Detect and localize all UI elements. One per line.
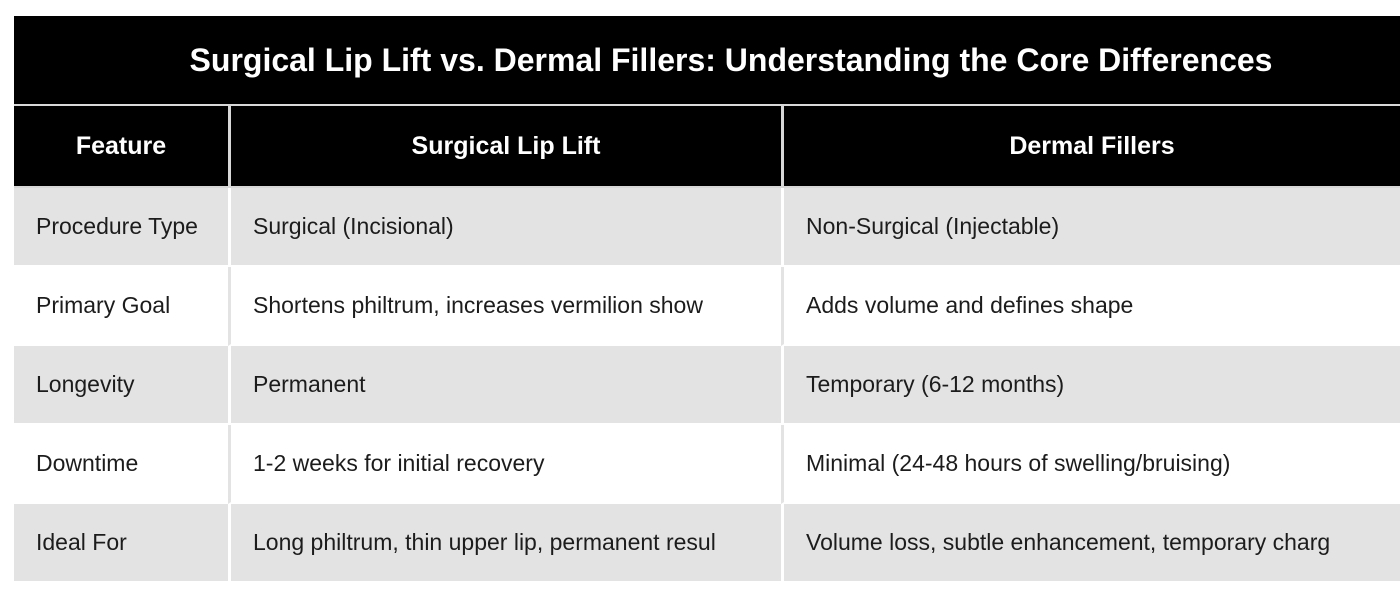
table-row: Longevity Permanent Temporary (6-12 mont…: [14, 346, 1400, 425]
feature-cell: Ideal For: [14, 504, 228, 581]
header-feature: Feature: [14, 104, 228, 188]
surgical-lip-lift-cell: Surgical (Incisional): [228, 188, 781, 267]
table-title-bar: Surgical Lip Lift vs. Dermal Fillers: Un…: [14, 16, 1400, 104]
table-title: Surgical Lip Lift vs. Dermal Fillers: Un…: [189, 41, 1273, 78]
feature-cell: Longevity: [14, 346, 228, 425]
feature-cell: Downtime: [14, 425, 228, 504]
table-row: Ideal For Long philtrum, thin upper lip,…: [14, 504, 1400, 581]
table-row: Downtime 1-2 weeks for initial recovery …: [14, 425, 1400, 504]
dermal-fillers-cell: Volume loss, subtle enhancement, tempora…: [781, 504, 1400, 581]
table-body: Procedure Type Surgical (Incisional) Non…: [14, 188, 1400, 581]
header-dermal-fillers: Dermal Fillers: [781, 104, 1400, 188]
feature-cell: Primary Goal: [14, 267, 228, 346]
dermal-fillers-cell: Minimal (24-48 hours of swelling/bruisin…: [781, 425, 1400, 504]
feature-cell: Procedure Type: [14, 188, 228, 267]
comparison-table: Feature Surgical Lip Lift Dermal Fillers…: [14, 104, 1400, 581]
dermal-fillers-cell: Adds volume and defines shape: [781, 267, 1400, 346]
table-header: Feature Surgical Lip Lift Dermal Fillers: [14, 104, 1400, 188]
dermal-fillers-cell: Non-Surgical (Injectable): [781, 188, 1400, 267]
surgical-lip-lift-cell: Long philtrum, thin upper lip, permanent…: [228, 504, 781, 581]
dermal-fillers-cell: Temporary (6-12 months): [781, 346, 1400, 425]
header-surgical-lip-lift: Surgical Lip Lift: [228, 104, 781, 188]
table-row: Primary Goal Shortens philtrum, increase…: [14, 267, 1400, 346]
header-row: Feature Surgical Lip Lift Dermal Fillers: [14, 104, 1400, 188]
surgical-lip-lift-cell: 1-2 weeks for initial recovery: [228, 425, 781, 504]
table-row: Procedure Type Surgical (Incisional) Non…: [14, 188, 1400, 267]
comparison-infographic: Surgical Lip Lift vs. Dermal Fillers: Un…: [14, 16, 1400, 584]
surgical-lip-lift-cell: Shortens philtrum, increases vermilion s…: [228, 267, 781, 346]
surgical-lip-lift-cell: Permanent: [228, 346, 781, 425]
